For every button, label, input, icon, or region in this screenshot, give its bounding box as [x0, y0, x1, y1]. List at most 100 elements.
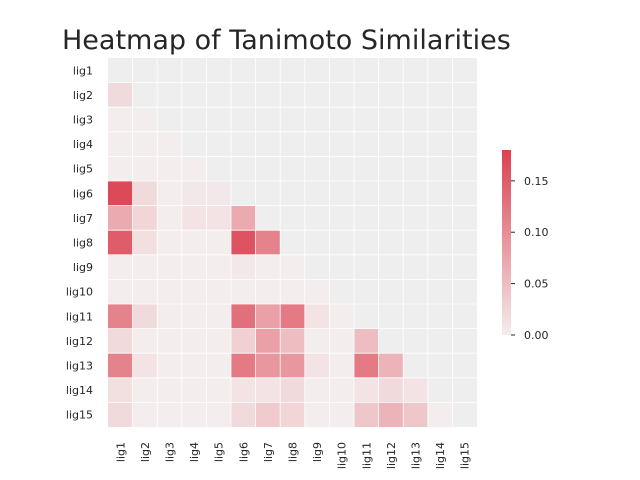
grid-lines [108, 58, 477, 427]
heatmap-cell-lig5-lig3 [157, 156, 182, 181]
column-labels: lig1 lig2 lig3 lig4 lig5 lig6 lig7 lig8 lig9 lig1… [114, 442, 471, 469]
heatmap-cell-lig14-lig9 [304, 377, 330, 403]
heatmap-cell-lig15-lig5 [206, 402, 231, 427]
heatmap-cell-lig6-lig3 [157, 181, 182, 206]
heatmap-cell-lig13-lig7 [255, 353, 281, 378]
heatmap-cell-lig15-lig10 [329, 402, 354, 427]
column-label-lig14: lig14 [434, 442, 447, 469]
heatmap-cell-lig14-lig8 [280, 377, 305, 403]
column-label-lig4: lig4 [188, 442, 201, 462]
heatmap-cell-lig6-lig4 [181, 181, 207, 206]
heatmap-cell-lig13-lig2 [132, 353, 158, 378]
row-label-lig5: lig5 [73, 163, 93, 176]
heatmap-cell-lig11-lig2 [132, 304, 158, 329]
heatmap-cell-lig7-lig4 [181, 205, 207, 231]
heatmap-cell-lig15-lig8 [280, 402, 305, 427]
row-label-lig3: lig3 [73, 114, 93, 127]
column-label-lig7: lig7 [262, 442, 275, 462]
heatmap-cell-lig13-lig11 [354, 353, 379, 378]
heatmap-cell-lig13-lig4 [181, 353, 207, 378]
heatmap-cell-lig15-lig14 [427, 402, 453, 427]
heatmap-cell-lig13-lig10 [329, 353, 354, 378]
heatmap-cell-lig7-lig1 [108, 205, 133, 231]
heatmap-cell-lig11-lig7 [255, 304, 281, 329]
heatmap-cell-lig14-lig3 [157, 377, 182, 403]
column-label-lig9: lig9 [311, 442, 324, 462]
colorbar-tick-label: 0.15 [524, 175, 549, 188]
colorbar: 0.00 0.05 0.10 0.15 [502, 150, 549, 342]
heatmap-cell-lig10-lig5 [206, 279, 231, 304]
heatmap-cell-lig9-lig2 [132, 254, 158, 280]
heatmap-cell-lig9-lig8 [280, 254, 305, 280]
heatmap-cell-lig8-lig5 [206, 230, 231, 255]
heatmap-cell-lig13-lig9 [304, 353, 330, 378]
heatmap-cell-lig8-lig7 [255, 230, 281, 255]
heatmap-cell-lig13-lig12 [378, 353, 404, 378]
heatmap-cell-lig2-lig1 [108, 82, 133, 108]
heatmap-cell-lig11-lig3 [157, 304, 182, 329]
heatmap-cell-lig11-lig6 [231, 304, 256, 329]
heatmap-cell-lig13-lig6 [231, 353, 256, 378]
heatmap-cell-lig14-lig5 [206, 377, 231, 403]
heatmap-cell-lig6-lig1 [108, 181, 133, 206]
heatmap-cell-lig15-lig7 [255, 402, 281, 427]
heatmap-cell-lig8-lig6 [231, 230, 256, 255]
heatmap-cell-lig14-lig10 [329, 377, 354, 403]
heatmap-cell-lig4-lig1 [108, 131, 133, 157]
row-label-lig6: lig6 [73, 187, 93, 200]
heatmap-cell-lig8-lig1 [108, 230, 133, 255]
row-label-lig4: lig4 [73, 138, 93, 151]
heatmap-cell-lig15-lig6 [231, 402, 256, 427]
heatmap-cell-lig11-lig1 [108, 304, 133, 329]
heatmap-cell-lig15-lig9 [304, 402, 330, 427]
column-label-lig11: lig11 [360, 442, 373, 469]
heatmap-cell-lig15-lig12 [378, 402, 404, 427]
column-label-lig2: lig2 [139, 442, 152, 462]
heatmap-cell-lig8-lig3 [157, 230, 182, 255]
row-label-lig12: lig12 [66, 335, 93, 348]
heatmap-cell-lig12-lig5 [206, 328, 231, 354]
heatmap-cell-lig4-lig2 [132, 131, 158, 157]
row-label-lig2: lig2 [73, 89, 93, 102]
heatmap-cell-lig10-lig6 [231, 279, 256, 304]
heatmap-cell-lig12-lig7 [255, 328, 281, 354]
heatmap-cell-lig14-lig4 [181, 377, 207, 403]
row-label-lig1: lig1 [73, 64, 93, 77]
row-label-lig9: lig9 [73, 261, 93, 274]
column-label-lig13: lig13 [410, 442, 423, 469]
heatmap-cell-lig7-lig2 [132, 205, 158, 231]
heatmap-cell-lig7-lig5 [206, 205, 231, 231]
heatmap-cell-lig9-lig4 [181, 254, 207, 280]
heatmap-cell-lig7-lig3 [157, 205, 182, 231]
row-label-lig11: lig11 [66, 310, 93, 323]
heatmap-cell-lig12-lig8 [280, 328, 305, 354]
heatmap-cell-lig12-lig3 [157, 328, 182, 354]
heatmap-cell-lig12-lig10 [329, 328, 354, 354]
heatmap-cell-lig10-lig4 [181, 279, 207, 304]
heatmap-cell-lig15-lig2 [132, 402, 158, 427]
row-label-lig15: lig15 [66, 409, 93, 422]
row-label-lig13: lig13 [66, 360, 93, 373]
heatmap-cell-lig12-lig6 [231, 328, 256, 354]
row-label-lig14: lig14 [66, 384, 93, 397]
column-label-lig10: lig10 [336, 442, 349, 469]
heatmap-cell-lig14-lig1 [108, 377, 133, 403]
column-label-lig8: lig8 [287, 442, 300, 462]
heatmap-cell-lig5-lig2 [132, 156, 158, 181]
heatmap-cell-lig12-lig4 [181, 328, 207, 354]
heatmap-cell-lig12-lig1 [108, 328, 133, 354]
heatmap-cell-lig12-lig9 [304, 328, 330, 354]
heatmap-cell-lig9-lig5 [206, 254, 231, 280]
heatmap-cell-lig3-lig1 [108, 107, 133, 132]
heatmap-cell-lig10-lig2 [132, 279, 158, 304]
heatmap-cell-lig9-lig3 [157, 254, 182, 280]
heatmap-cell-lig15-lig4 [181, 402, 207, 427]
chart-title: Heatmap of Tanimoto Similarities [62, 25, 511, 56]
heatmap-cell-lig11-lig5 [206, 304, 231, 329]
heatmap-cell-lig15-lig1 [108, 402, 133, 427]
heatmap-cell-lig14-lig7 [255, 377, 281, 403]
heatmap-cell-lig13-lig8 [280, 353, 305, 378]
heatmap-cell-lig12-lig2 [132, 328, 158, 354]
heatmap-cell-lig11-lig10 [329, 304, 354, 329]
